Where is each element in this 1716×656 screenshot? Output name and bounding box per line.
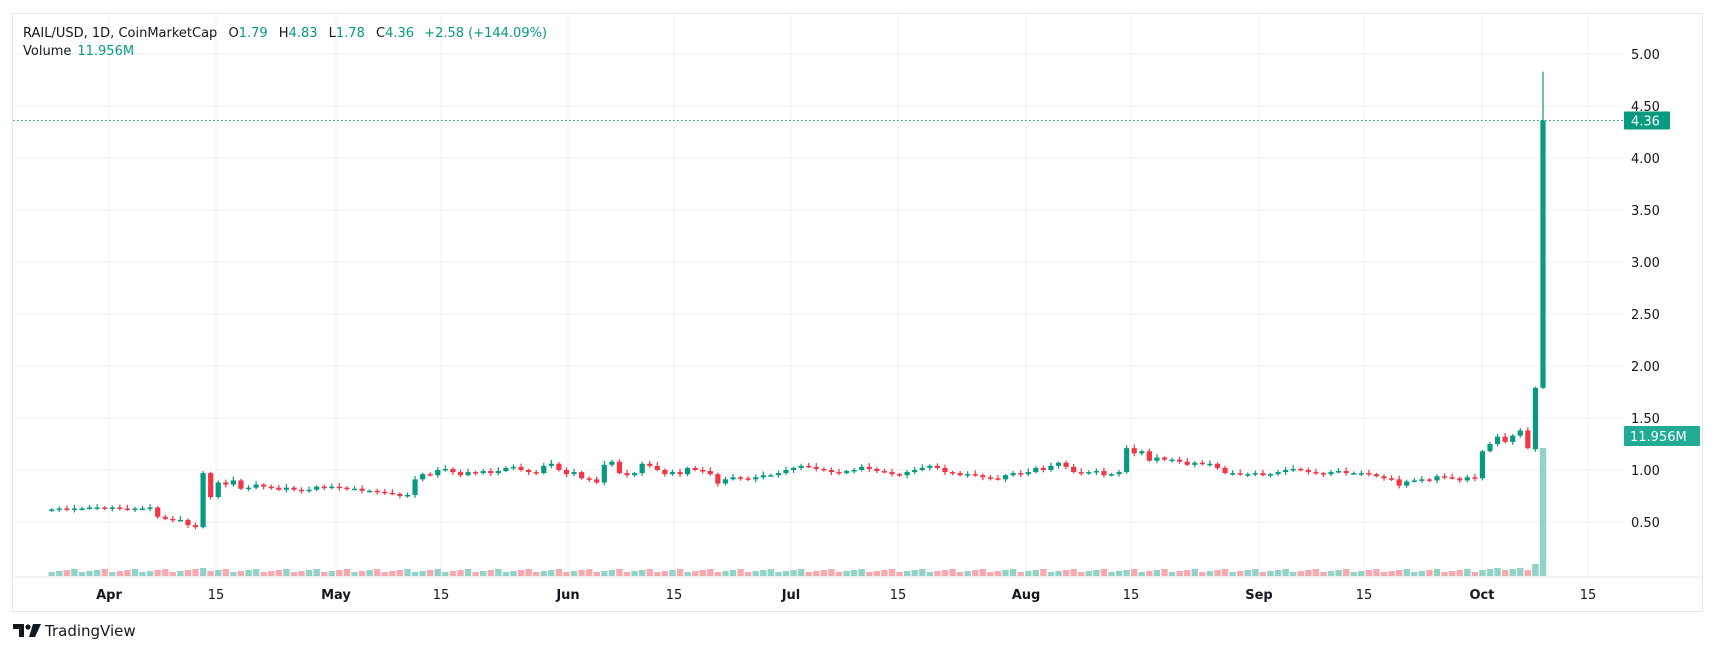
open-label: O — [228, 26, 239, 41]
time-tick-label: Jun — [555, 588, 579, 603]
time-tick-label: Jul — [781, 588, 801, 603]
change-value: +2.58 (+144.09%) — [424, 26, 548, 41]
close-label: C — [376, 26, 386, 41]
price-tick-label: 1.50 — [1631, 412, 1660, 427]
close-value: 4.36 — [385, 26, 415, 41]
price-tick-label: 5.00 — [1631, 48, 1660, 63]
time-tick-label: 15 — [1580, 588, 1597, 603]
time-tick-label: 15 — [1356, 588, 1373, 603]
candles — [49, 71, 1546, 530]
high-value: 4.83 — [288, 26, 318, 41]
time-tick-label: 15 — [208, 588, 225, 603]
svg-text:4.36: 4.36 — [1631, 115, 1660, 130]
time-axis[interactable]: Apr 15 May 15 Jun 15 Jul 15 Aug 15 Sep 15 Oct 15 — [96, 588, 1596, 603]
svg-text:11.956M: 11.956M — [1630, 430, 1687, 445]
low-value: 1.78 — [335, 26, 365, 41]
price-tick-label: 1.00 — [1631, 464, 1660, 479]
symbol-legend: RAIL/USD, 1D, CoinMarketCap O1.79 H4.83 … — [23, 24, 547, 43]
price-tick-label: 2.00 — [1631, 360, 1660, 375]
grid — [13, 14, 1702, 578]
time-tick-label: Aug — [1012, 588, 1041, 603]
price-tick-label: 4.00 — [1631, 152, 1660, 167]
volume-legend: Volume 11.956M — [23, 44, 134, 59]
low-label: L — [328, 26, 336, 41]
price-axis[interactable]: 5.00 4.50 4.00 3.50 3.00 2.50 2.00 1.50 1.00 0.50… — [1624, 48, 1700, 531]
time-tick-label: 15 — [1123, 588, 1140, 603]
open-value: 1.79 — [238, 26, 268, 41]
last-price-badge — [1624, 111, 1670, 130]
time-tick-label: Sep — [1245, 588, 1273, 603]
price-tick-label: 3.50 — [1631, 204, 1660, 219]
time-tick-label: 15 — [433, 588, 450, 603]
time-tick-label: 15 — [666, 588, 683, 603]
high-label: H — [278, 26, 289, 41]
time-tick-label: Oct — [1470, 588, 1495, 603]
volume-label[interactable]: Volume — [23, 44, 72, 59]
price-tick-label: 3.00 — [1631, 256, 1660, 271]
price-tick-label: 2.50 — [1631, 308, 1660, 323]
chart-frame — [12, 13, 1703, 612]
volume-bars — [48, 448, 1547, 576]
time-tick-label: 15 — [890, 588, 907, 603]
time-tick-label: May — [321, 588, 351, 603]
tradingview-logo[interactable]: TradingView — [13, 622, 136, 640]
logo-text: TradingView — [45, 622, 136, 640]
price-tick-label: 4.50 — [1631, 100, 1660, 115]
price-tick-label: 0.50 — [1631, 516, 1660, 531]
volume-value: 11.956M — [77, 44, 135, 59]
time-tick-label: Apr — [96, 588, 122, 603]
symbol-title[interactable]: RAIL/USD, 1D, CoinMarketCap — [23, 26, 218, 41]
tradingview-logo-icon — [13, 624, 41, 637]
volume-badge — [1624, 426, 1700, 446]
